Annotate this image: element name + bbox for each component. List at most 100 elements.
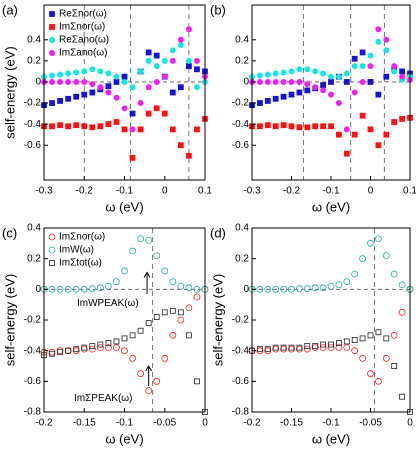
marker (185, 284, 193, 292)
marker (88, 285, 96, 292)
legend-label: ImΣtot(ω) (59, 258, 102, 269)
arrow-head (145, 365, 153, 372)
marker (137, 235, 145, 243)
marker (194, 66, 200, 73)
marker (57, 71, 64, 78)
marker (351, 337, 358, 343)
marker (193, 57, 200, 64)
y-tick-label: -0.4 (24, 119, 42, 130)
marker (327, 344, 335, 352)
x-tick-label: 0.1 (403, 186, 416, 197)
marker (320, 341, 327, 348)
marker (335, 340, 342, 346)
legend-label: ReΣnor(ω) (59, 9, 107, 20)
y-tick-label: 0 (243, 77, 249, 88)
marker (351, 55, 358, 62)
marker (56, 347, 64, 355)
y-tick-label: 0.4 (235, 223, 249, 234)
marker (137, 126, 144, 133)
x-tick-label: 0 (407, 418, 413, 429)
marker (145, 236, 153, 244)
marker (105, 83, 112, 90)
marker (399, 68, 406, 75)
marker (161, 309, 168, 316)
marker (264, 78, 271, 85)
marker (288, 68, 295, 75)
marker (319, 344, 327, 352)
marker (295, 285, 303, 292)
marker (304, 124, 311, 131)
marker (64, 285, 72, 293)
y-tick-label: 0.4 (27, 34, 41, 45)
marker (256, 347, 264, 355)
marker (89, 124, 96, 131)
marker (177, 36, 184, 43)
marker (145, 320, 152, 326)
y-tick-label: -0.4 (232, 345, 250, 356)
marker (343, 70, 350, 77)
marker (343, 126, 350, 133)
marker (383, 47, 390, 54)
x-tick-label: -0.1 (116, 418, 134, 429)
x-tick-label: -0.15 (280, 418, 303, 429)
panel-label: (b) (210, 2, 226, 17)
y-tick-label: -0.6 (232, 376, 250, 387)
marker (169, 278, 177, 286)
marker (97, 341, 104, 348)
marker (319, 284, 327, 292)
marker (343, 338, 350, 345)
marker (375, 142, 382, 149)
y-tick-label: -0.8 (24, 407, 42, 418)
marker (375, 38, 382, 45)
marker (177, 142, 184, 149)
marker (335, 281, 343, 289)
x-tick-label: -0.05 (359, 418, 382, 429)
marker (145, 387, 153, 394)
marker (391, 119, 398, 125)
x-tick-label: -0.2 (243, 418, 261, 429)
marker (280, 78, 287, 85)
marker (272, 123, 279, 130)
marker (113, 278, 120, 286)
marker (343, 278, 351, 286)
marker (359, 354, 367, 362)
legend-label: ImW(ω) (59, 245, 94, 256)
annotation: ImWPEAK(ω) (77, 298, 139, 309)
marker (89, 343, 96, 349)
marker (81, 78, 88, 85)
marker (288, 78, 295, 85)
y-tick-label: 0.2 (235, 56, 249, 67)
marker (335, 100, 342, 107)
marker (272, 78, 279, 85)
marker (359, 63, 366, 70)
x-axis-label: ω (eV) (312, 431, 350, 446)
marker (312, 123, 319, 130)
x-axis-label: ω (eV) (105, 431, 143, 446)
marker (57, 78, 64, 85)
marker (335, 73, 342, 80)
x-tick-label: 0 (368, 186, 374, 197)
marker (375, 329, 382, 336)
marker (49, 11, 55, 17)
marker (105, 344, 112, 352)
marker (296, 66, 303, 73)
marker (81, 123, 88, 130)
marker (304, 343, 311, 349)
marker (81, 68, 88, 75)
marker (57, 349, 63, 356)
marker (383, 36, 390, 43)
marker (96, 284, 104, 292)
marker (161, 110, 168, 117)
marker (129, 84, 136, 91)
marker (96, 344, 104, 352)
marker (153, 78, 160, 85)
x-tick-label: 0 (162, 186, 168, 197)
legend-label: ImΣano(ω) (59, 48, 107, 59)
x-tick-label: -0.1 (322, 418, 340, 429)
marker (328, 123, 334, 130)
x-tick-label: 0 (202, 418, 208, 429)
arrow-head (143, 271, 151, 278)
marker (177, 316, 185, 324)
marker (398, 281, 406, 289)
marker (256, 100, 263, 106)
